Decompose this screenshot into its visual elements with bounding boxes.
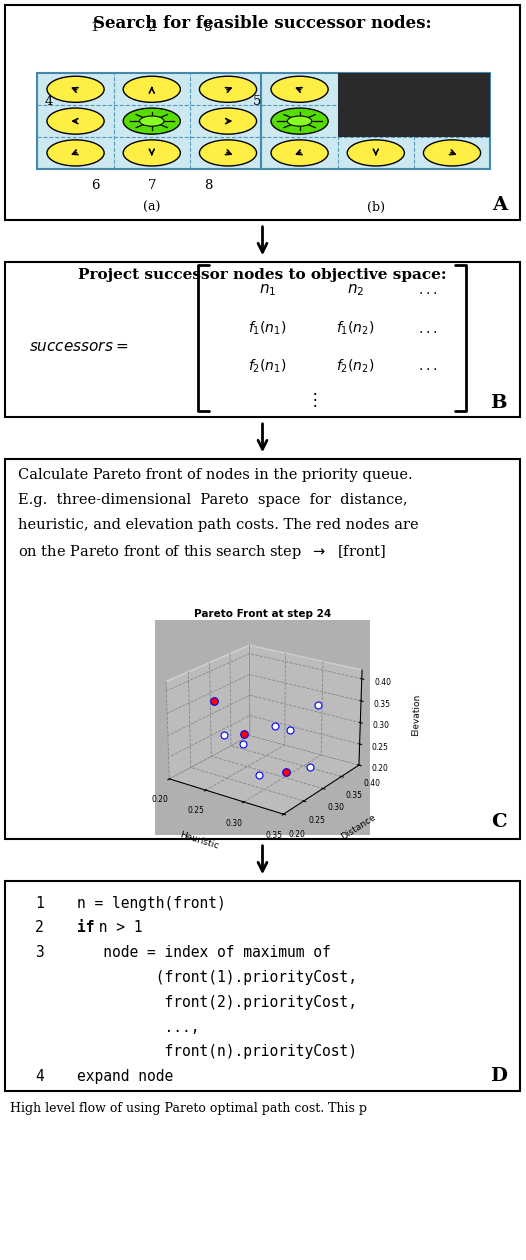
Text: 2: 2	[35, 921, 44, 935]
Ellipse shape	[271, 108, 328, 134]
Text: n > 1: n > 1	[90, 921, 143, 935]
Text: $\mathit{successors} =$: $\mathit{successors} =$	[29, 340, 128, 354]
Text: front(n).priorityCost): front(n).priorityCost)	[77, 1045, 357, 1060]
Text: front(2).priorityCost,: front(2).priorityCost,	[77, 995, 357, 1009]
Text: expand node: expand node	[77, 1070, 174, 1084]
Text: A: A	[492, 195, 507, 213]
Ellipse shape	[199, 108, 257, 134]
Text: (b): (b)	[367, 200, 385, 214]
Text: (front(1).priorityCost,: (front(1).priorityCost,	[77, 970, 357, 985]
Text: $f_2(n_1)$: $f_2(n_1)$	[248, 357, 287, 374]
Ellipse shape	[199, 140, 257, 166]
Text: 6: 6	[91, 179, 99, 192]
Bar	[338, 105, 414, 137]
Text: $...$: $...$	[418, 284, 437, 297]
Text: 5: 5	[253, 96, 261, 108]
Y-axis label: Distance: Distance	[339, 813, 377, 842]
Text: 8: 8	[204, 179, 213, 192]
Text: High level flow of using Pareto optimal path cost. This p: High level flow of using Pareto optimal …	[10, 1101, 367, 1115]
Ellipse shape	[271, 140, 328, 166]
Ellipse shape	[47, 77, 104, 102]
Text: 4: 4	[45, 96, 53, 108]
Ellipse shape	[47, 140, 104, 166]
Text: 1: 1	[35, 896, 44, 911]
Bar	[414, 105, 490, 137]
Text: $n_2$: $n_2$	[347, 282, 364, 297]
Text: $\vdots$: $\vdots$	[306, 391, 317, 410]
Text: heuristic, and elevation path costs. The red nodes are: heuristic, and elevation path costs. The…	[18, 518, 419, 532]
Title: Pareto Front at step 24: Pareto Front at step 24	[194, 610, 331, 619]
Ellipse shape	[123, 77, 180, 102]
Text: Project successor nodes to objective space:: Project successor nodes to objective spa…	[78, 268, 447, 282]
Bar	[414, 73, 490, 105]
Text: node = index of maximum of: node = index of maximum of	[77, 945, 331, 960]
Text: Calculate Pareto front of nodes in the priority queue.: Calculate Pareto front of nodes in the p…	[18, 469, 412, 483]
Text: $f_2(n_2)$: $f_2(n_2)$	[336, 357, 375, 374]
Text: E.g.  three-dimensional  Pareto  space  for  distance,: E.g. three-dimensional Pareto space for …	[18, 493, 408, 508]
Text: on the Pareto front of this search step  $\rightarrow$  [front]: on the Pareto front of this search step …	[18, 543, 386, 561]
Text: 2: 2	[148, 21, 156, 34]
Text: ...,: ...,	[77, 1019, 199, 1034]
Text: B: B	[491, 394, 507, 412]
Circle shape	[139, 116, 164, 126]
Ellipse shape	[199, 77, 257, 102]
Text: 4: 4	[35, 1070, 44, 1084]
Ellipse shape	[47, 108, 104, 134]
Text: Search for feasible successor nodes:: Search for feasible successor nodes:	[93, 15, 432, 32]
X-axis label: Heuristic: Heuristic	[178, 830, 220, 850]
Text: 3: 3	[35, 945, 44, 960]
Ellipse shape	[123, 140, 180, 166]
Text: C: C	[491, 814, 507, 832]
Text: $...$: $...$	[418, 321, 437, 335]
Ellipse shape	[123, 108, 180, 134]
Ellipse shape	[423, 140, 481, 166]
Text: $...$: $...$	[418, 359, 437, 373]
Text: $f_1(n_1)$: $f_1(n_1)$	[248, 320, 287, 338]
Text: D: D	[490, 1067, 507, 1085]
Text: 3: 3	[204, 21, 213, 34]
Bar	[338, 73, 414, 105]
Text: 1: 1	[91, 21, 99, 34]
Text: if: if	[77, 921, 95, 935]
Text: 7: 7	[147, 179, 156, 192]
Ellipse shape	[271, 77, 328, 102]
Text: $f_1(n_2)$: $f_1(n_2)$	[336, 320, 375, 338]
Bar	[37, 73, 266, 169]
Ellipse shape	[347, 140, 404, 166]
Text: (a): (a)	[143, 200, 160, 214]
Circle shape	[287, 116, 312, 126]
Text: $n_1$: $n_1$	[259, 282, 276, 297]
Text: n = length(front): n = length(front)	[77, 896, 226, 911]
Bar	[261, 73, 490, 169]
